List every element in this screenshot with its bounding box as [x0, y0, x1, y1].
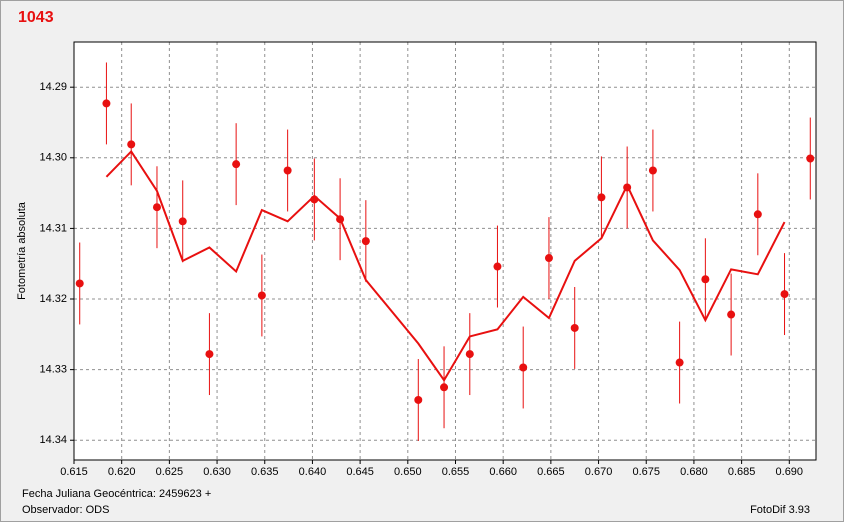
x-tick-label: 0.660: [489, 466, 517, 478]
data-point: [648, 166, 657, 175]
x-tick-label: 0.645: [346, 466, 374, 478]
data-point: [127, 140, 136, 149]
y-tick-label: 14.34: [39, 434, 67, 446]
x-tick-label: 0.640: [299, 466, 327, 478]
data-point: [493, 262, 502, 271]
x-tick-label: 0.685: [728, 466, 756, 478]
data-point: [675, 358, 684, 367]
plot-border: [73, 41, 817, 461]
x-tick-label: 0.680: [680, 466, 708, 478]
data-point: [205, 350, 214, 359]
y-tick-label: 14.29: [39, 81, 67, 93]
footer-observer: Observador: ODS: [22, 504, 109, 516]
data-point: [753, 210, 762, 219]
data-point: [178, 217, 187, 226]
data-point: [727, 310, 736, 319]
data-point: [102, 99, 111, 108]
y-tick-label: 14.33: [39, 364, 67, 376]
x-tick-label: 0.625: [156, 466, 184, 478]
data-point: [465, 350, 474, 359]
fit-line: [105, 149, 786, 383]
x-tick-label: 0.665: [537, 466, 565, 478]
data-point: [440, 383, 449, 392]
y-axis-label: Fotometría absoluta: [16, 201, 28, 300]
data-point: [232, 160, 241, 169]
footer-version: FotoDif 3.93: [750, 504, 810, 516]
data-point: [544, 254, 553, 263]
data-point: [570, 323, 579, 332]
data-point: [152, 203, 161, 212]
x-tick-label: 0.650: [394, 466, 422, 478]
x-tick-label: 0.655: [442, 466, 470, 478]
x-tick-label: 0.690: [776, 466, 804, 478]
plot-area: [74, 42, 816, 460]
x-tick-label: 0.675: [632, 466, 660, 478]
data-point: [257, 291, 266, 300]
x-tick-label: 0.635: [251, 466, 279, 478]
footer-date: Fecha Juliana Geocéntrica: 2459623 +: [22, 488, 211, 500]
data-point: [414, 395, 423, 404]
data-point: [806, 154, 815, 163]
chart-title: 1043: [18, 9, 54, 26]
data-point: [519, 363, 528, 372]
y-tick-label: 14.31: [39, 222, 67, 234]
data-point: [361, 237, 370, 246]
data-point: [701, 275, 710, 284]
data-point: [597, 193, 606, 202]
y-tick-label: 14.30: [39, 152, 67, 164]
x-tick-label: 0.630: [203, 466, 231, 478]
y-tick-label: 14.32: [39, 293, 67, 305]
x-tick-label: 0.615: [60, 466, 88, 478]
x-tick-label: 0.670: [585, 466, 613, 478]
data-point: [75, 279, 84, 288]
data-point: [780, 290, 789, 299]
data-point: [283, 166, 292, 175]
x-tick-label: 0.620: [108, 466, 136, 478]
